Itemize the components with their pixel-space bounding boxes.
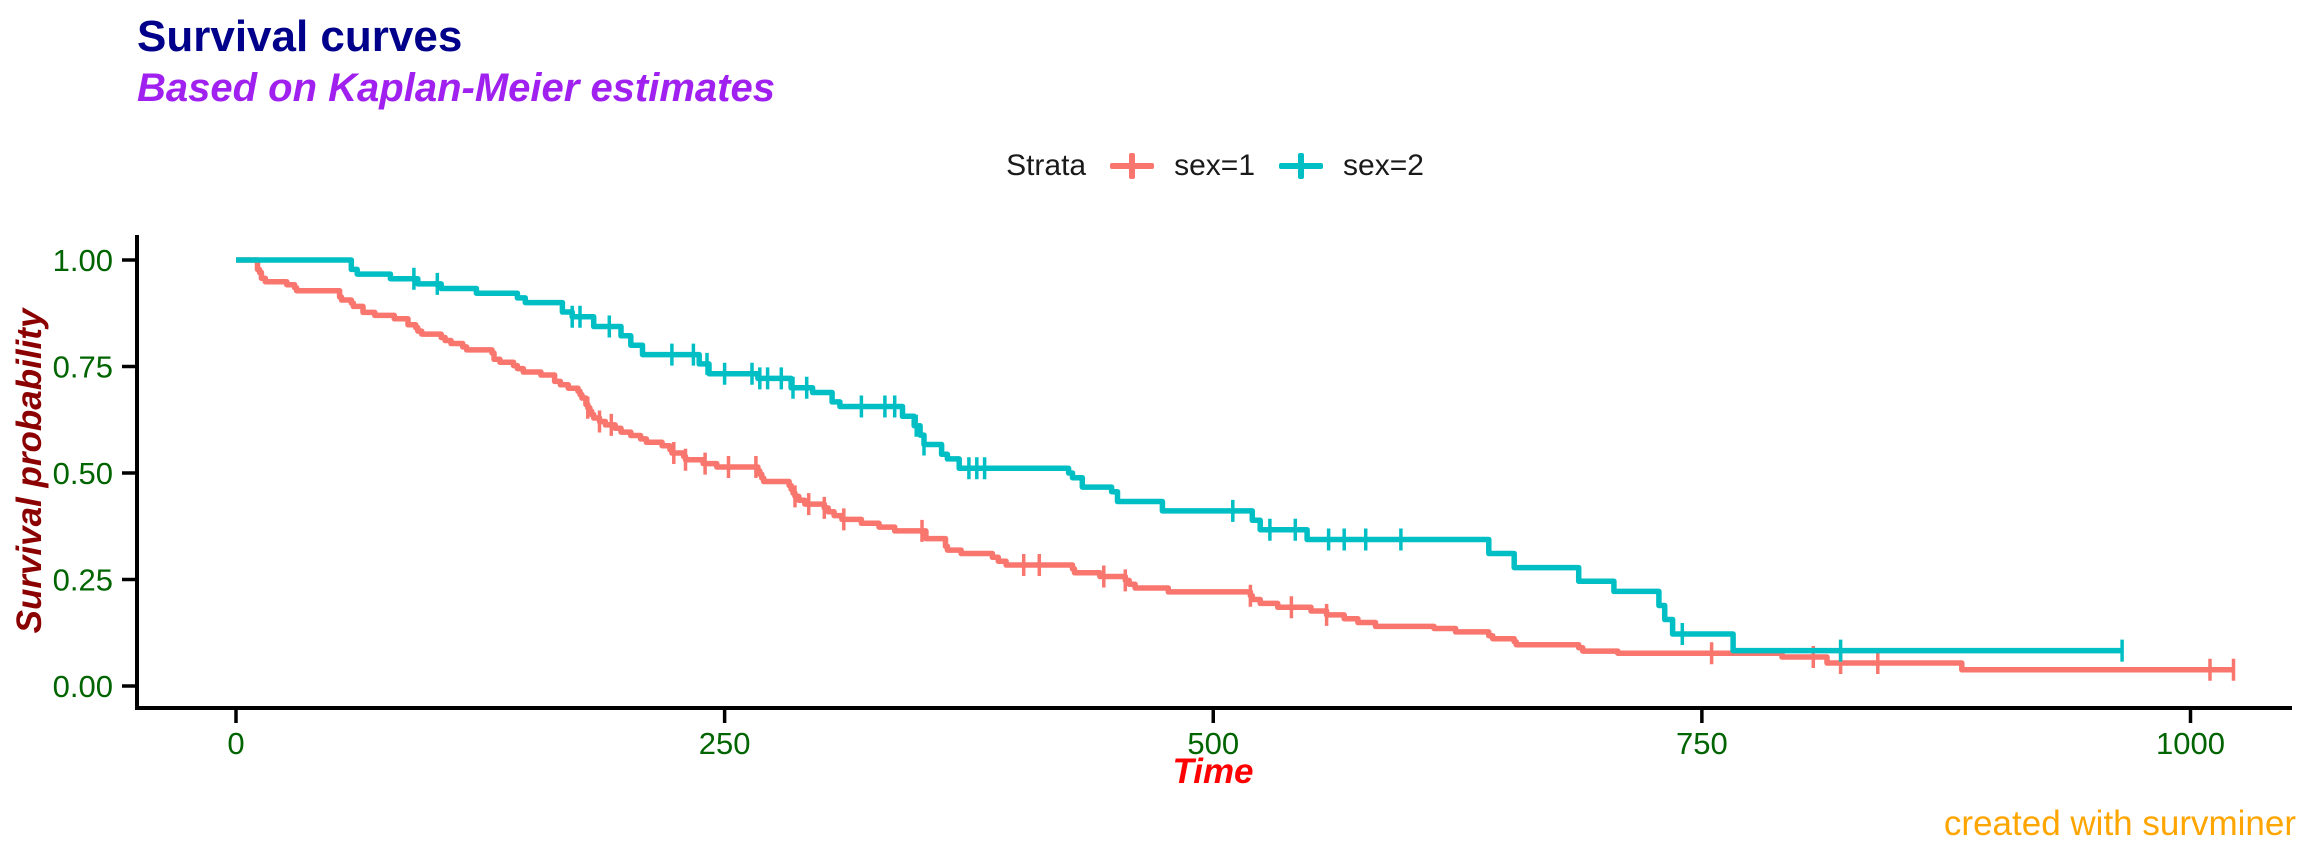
censor-marks-sex-2 (412, 267, 2124, 662)
x-tick-label: 0 (227, 726, 244, 761)
y-tick-label: 0.25 (53, 563, 113, 598)
legend-key-line-icon (1279, 150, 1324, 182)
legend-title: Strata (1006, 149, 1087, 182)
x-tick-label: 1000 (2156, 726, 2225, 761)
x-tick-label: 750 (1676, 726, 1728, 761)
legend-entry-sex1: sex=1 (1110, 149, 1255, 183)
legend-label-sex1: sex=1 (1174, 149, 1256, 182)
legend-entry-sex2: sex=2 (1279, 149, 1424, 183)
x-tick-label: 250 (699, 726, 751, 761)
x-axis-title: Time (1172, 752, 1254, 791)
legend-key-line-icon (1110, 150, 1155, 182)
legend-label-sex2: sex=2 (1343, 149, 1424, 182)
chart-caption: created with survminer (1943, 804, 2296, 843)
chart-title: Survival curves (137, 12, 463, 61)
y-tick-label: 0.00 (53, 669, 113, 704)
x-tick-label: 500 (1187, 726, 1239, 761)
y-axis-title: Survival probability (10, 308, 49, 634)
chart-subtitle: Based on Kaplan-Meier estimates (137, 66, 775, 110)
censor-marks-sex-1 (586, 396, 2236, 681)
y-tick-label: 1.00 (53, 243, 113, 278)
survival-curve-sex-2 (236, 257, 2123, 654)
y-tick-label: 0.75 (53, 350, 113, 385)
legend: Strata sex=1 sex=2 (137, 138, 2293, 194)
survival-curve-sex-1 (236, 257, 2234, 673)
y-tick-label: 0.50 (53, 456, 113, 491)
